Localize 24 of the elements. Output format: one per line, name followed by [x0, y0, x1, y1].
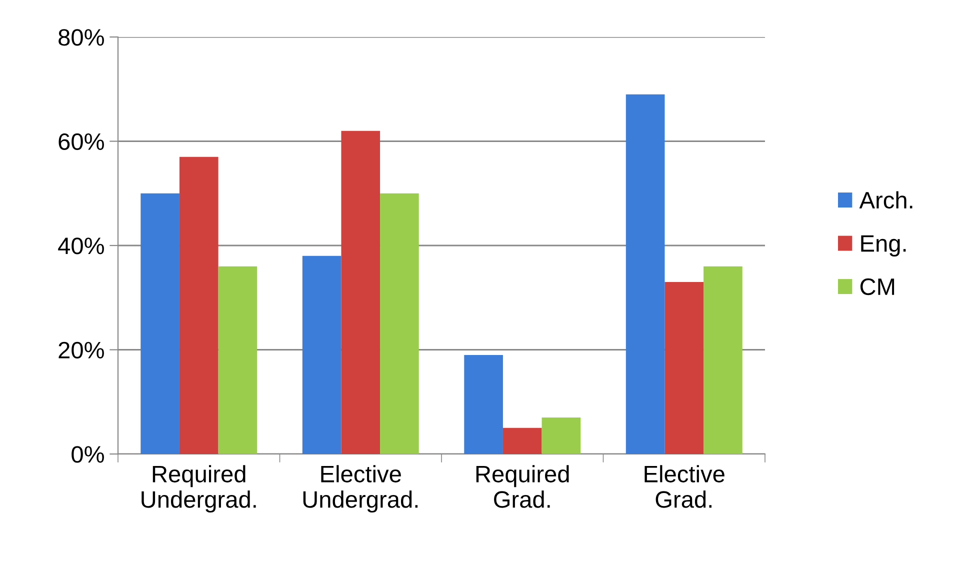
bar	[140, 193, 180, 454]
x-tick-label: Elective Undergrad.	[303, 465, 418, 513]
x-tick-label: Required Grad.	[476, 465, 569, 508]
bar	[502, 428, 542, 454]
bar	[218, 266, 258, 454]
y-tick-label: 40%	[58, 238, 104, 254]
legend-label: Arch.	[859, 191, 912, 209]
bar	[542, 418, 581, 454]
bar	[302, 256, 342, 454]
bar	[626, 94, 665, 454]
y-tick-label: 60%	[58, 133, 104, 150]
bar	[664, 282, 704, 454]
legend-label: Eng.	[861, 235, 906, 257]
y-tick-label: 20%	[58, 342, 104, 359]
bar	[464, 354, 503, 454]
x-tick-label: Elective Grad.	[644, 465, 724, 508]
y-tick-label: 80%	[58, 29, 104, 46]
bar	[341, 130, 380, 454]
legend-label: CM	[860, 278, 894, 296]
bar	[704, 266, 742, 454]
x-tick-label: Required Undergrad.	[142, 465, 256, 513]
bar	[380, 193, 419, 454]
bar	[179, 156, 218, 454]
y-tick-label: 0%	[72, 446, 104, 463]
